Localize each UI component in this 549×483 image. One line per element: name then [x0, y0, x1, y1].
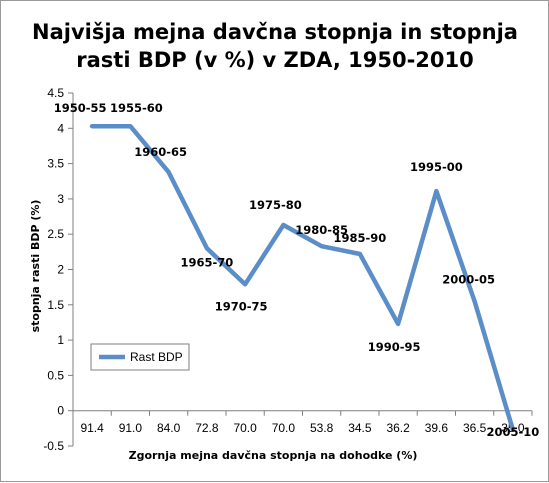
- y-tick-label: 4: [57, 121, 64, 135]
- chart-title-line-2: rasti BDP (v %) v ZDA, 1950-2010: [76, 48, 473, 72]
- y-axis-title: stopnja rasti BDP (%): [29, 200, 42, 333]
- x-tick-label: 36.5: [463, 421, 487, 435]
- data-label: 1975-80: [249, 198, 302, 212]
- x-axis-ticks: 91.4 91.0 84.0 72.8 70.0 70.0 53.8 34.5 36.2 39.6…: [72, 410, 533, 435]
- x-tick-label: 36.2: [386, 421, 410, 435]
- y-tick-label: 1.5: [47, 298, 64, 312]
- legend-label: Rast BDP: [130, 350, 183, 364]
- x-tick-label: 72.8: [195, 421, 219, 435]
- y-tick-label: 0.5: [47, 368, 64, 382]
- y-tick-label: 3: [57, 192, 64, 206]
- x-tick-label: 84.0: [157, 421, 181, 435]
- y-tick-label: 4.5: [47, 86, 64, 100]
- data-label: 1965-70: [180, 255, 233, 269]
- y-tick-label: 0: [57, 404, 64, 418]
- x-axis-title: Zgornja mejna davčna stopnja na dohodke …: [129, 449, 418, 462]
- y-axis-ticks: -0.5 0 0.5 1 1.5 2 2.5 3 3.5 4 4.5: [43, 86, 73, 453]
- y-tick-label: -0.5: [43, 439, 64, 453]
- data-label: 1995-00: [410, 160, 463, 174]
- x-tick-label: 53.8: [310, 421, 334, 435]
- data-label: 1955-60: [110, 101, 163, 115]
- series-line-rast-bdp: [89, 123, 516, 433]
- x-tick-label: 70.0: [272, 421, 296, 435]
- legend: Rast BDP: [90, 343, 190, 371]
- data-label: 2005-10: [486, 425, 539, 439]
- chart-title-line-1: Najvišja mejna davčna stopnja in stopnja: [32, 20, 518, 44]
- y-tick-label: 2.5: [47, 227, 64, 241]
- data-label: 1990-95: [368, 340, 421, 354]
- y-tick-label: 2: [57, 263, 64, 277]
- data-label: 1960-65: [134, 145, 187, 159]
- x-tick-label: 91.4: [80, 421, 104, 435]
- data-labels: 1950-55 1955-60 1960-65 1965-70 1970-75 1975-…: [54, 101, 540, 439]
- y-tick-label: 3.5: [47, 157, 64, 171]
- x-tick-label: 39.6: [425, 421, 449, 435]
- y-tick-label: 1: [57, 333, 64, 347]
- data-label: 2000-05: [442, 272, 495, 286]
- x-tick-label: 70.0: [233, 421, 257, 435]
- x-tick-label: 34.5: [348, 421, 372, 435]
- data-label: 1985-90: [333, 231, 386, 245]
- data-label: 1950-55: [54, 101, 107, 115]
- data-label: 1980-85: [295, 223, 348, 237]
- x-tick-label: 91.0: [119, 421, 143, 435]
- data-label: 1970-75: [215, 299, 268, 313]
